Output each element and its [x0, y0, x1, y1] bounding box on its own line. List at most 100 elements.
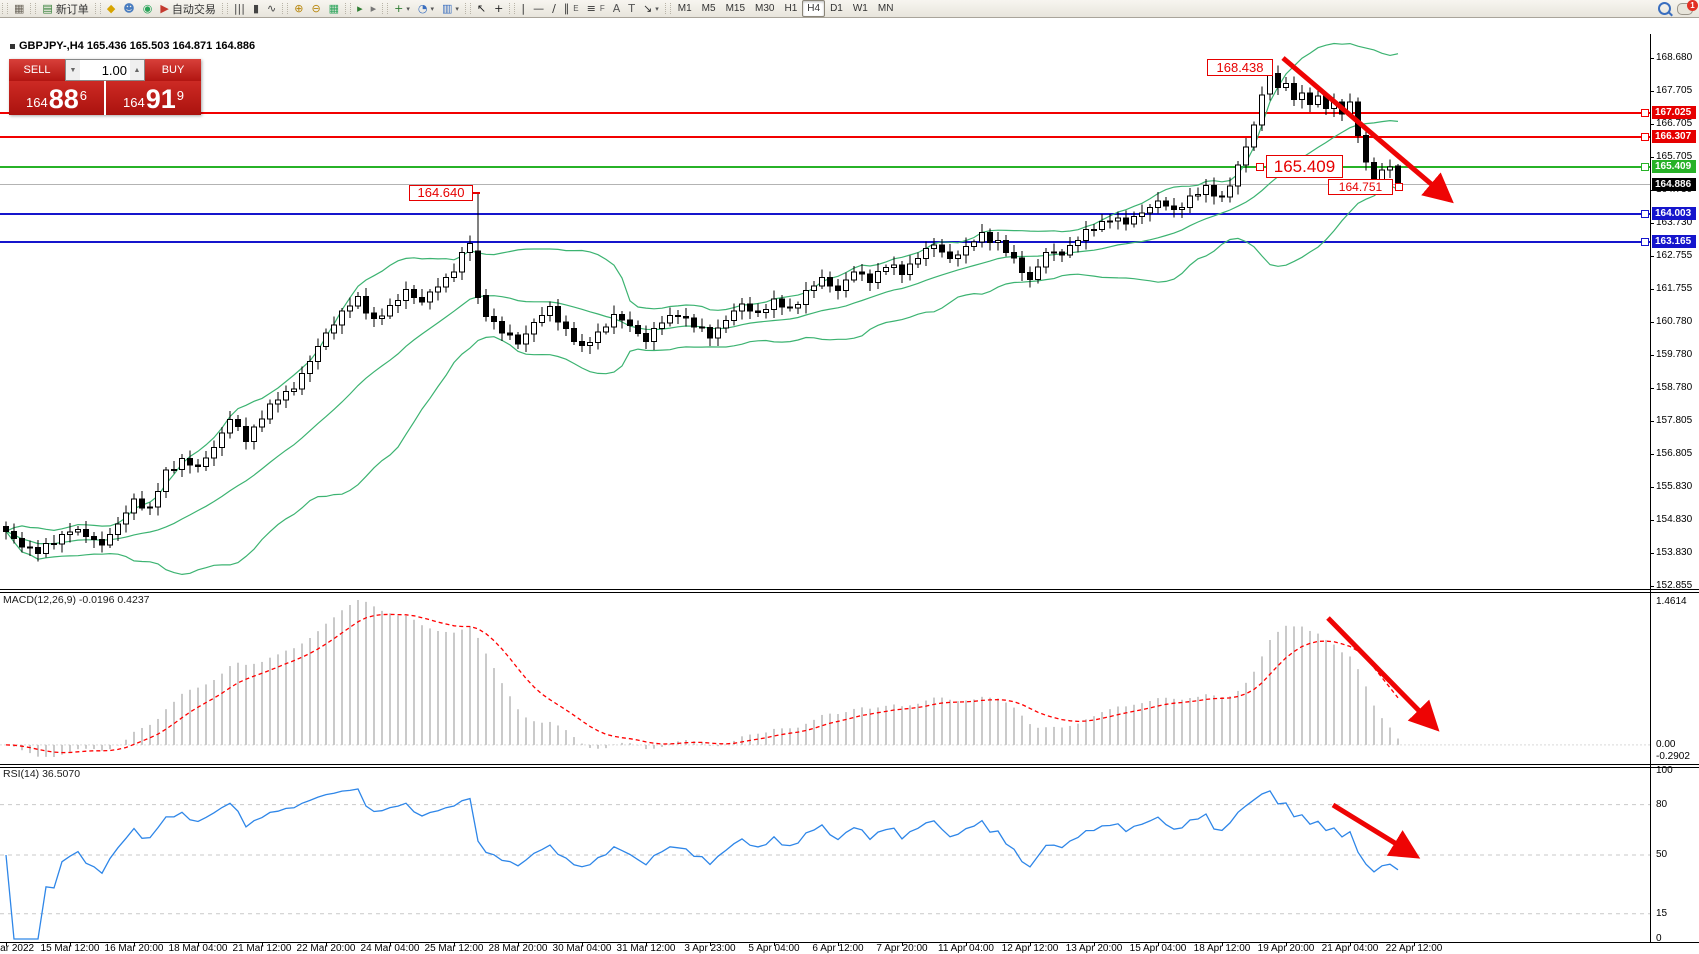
periods-menu-icon[interactable]: ◔ ▾	[414, 0, 438, 17]
candlestick-chart-icon[interactable]: ▮	[249, 0, 263, 17]
level-label-big[interactable]: 165.409	[1266, 155, 1343, 178]
annotation-anchor-handle[interactable]	[1395, 183, 1403, 191]
tile-windows-icon[interactable]: ▦	[325, 0, 343, 17]
new-order-button[interactable]: ▤ 新订单	[38, 0, 92, 17]
zoom-in-icon[interactable]: ⊕	[290, 0, 307, 17]
line-anchor-handle[interactable]	[1641, 133, 1649, 142]
auto-scroll-icon[interactable]: ▸	[353, 0, 367, 17]
price-tick-mark	[1650, 420, 1654, 422]
rsi-axis-label: 50	[1656, 849, 1668, 860]
candle	[27, 540, 33, 557]
text-icon[interactable]: A	[609, 0, 625, 17]
price-line-badge: 163.165	[1652, 234, 1696, 248]
volume-increase-button[interactable]: ▲	[130, 60, 144, 80]
horizontal-line-icon[interactable]: —	[529, 0, 548, 17]
arrows-menu-icon[interactable]: ↘ ▾	[639, 0, 663, 17]
candle	[11, 523, 17, 544]
equidistant-channel-icon-cap: E	[573, 4, 579, 13]
bollinger-band	[5, 42, 1399, 532]
buy-button[interactable]: BUY	[145, 59, 201, 81]
candle	[699, 318, 705, 332]
text-label-icon[interactable]: T	[624, 0, 639, 17]
candle	[827, 271, 833, 293]
candle	[971, 239, 977, 252]
pane-divider-macd[interactable]	[0, 589, 1699, 593]
tf-m15[interactable]: M15	[721, 0, 750, 17]
chart-window-icon[interactable]: ▦	[10, 0, 28, 17]
price-pane[interactable]	[0, 34, 1650, 589]
tf-h4[interactable]: H4	[802, 0, 826, 17]
candle	[171, 461, 177, 474]
candle	[1211, 177, 1217, 205]
candle	[179, 454, 185, 478]
zoom-out-icon[interactable]: ⊖	[307, 0, 324, 17]
autotrading-button[interactable]: ▶ 自动交易	[156, 0, 219, 17]
volume-input[interactable]	[80, 60, 130, 80]
candle	[139, 490, 145, 511]
equidistant-channel-icon[interactable]: ∥ E	[560, 0, 583, 17]
tf-mn[interactable]: MN	[873, 0, 899, 17]
fibonacci-icon[interactable]: ≡ F	[583, 0, 609, 17]
trendline-icon[interactable]: ∕	[548, 0, 560, 17]
candle	[1107, 214, 1113, 229]
candle	[43, 538, 49, 558]
annotation-anchor-handle[interactable]	[1256, 162, 1264, 171]
tf-m1[interactable]: M1	[673, 0, 697, 17]
bars-chart-icon[interactable]: |||	[230, 0, 249, 17]
volume-decrease-button[interactable]: ▼	[66, 60, 80, 80]
macd-pane[interactable]	[0, 593, 1650, 763]
buy-price[interactable]: 164 91 9	[106, 81, 201, 115]
price-line-badge: 164.886	[1652, 177, 1696, 191]
text-label-icon: T	[628, 2, 636, 15]
macd-axis-label: 1.4614	[1656, 596, 1687, 607]
tf-m5[interactable]: M5	[697, 0, 721, 17]
candle	[635, 320, 641, 337]
buy-price-prefix: 164	[123, 95, 145, 110]
chart-shift-icon[interactable]: ▸	[367, 0, 381, 17]
candle	[443, 273, 449, 293]
crosshair-icon[interactable]: +	[490, 0, 507, 17]
templates-menu-icon[interactable]: ▥ ▾	[438, 0, 463, 17]
market-signals-icon[interactable]: ◉	[139, 0, 157, 17]
sell-price[interactable]: 164 88 6	[9, 81, 104, 115]
tf-h1[interactable]: H1	[779, 0, 802, 17]
new-chart-icon[interactable]: ◆	[103, 0, 119, 17]
low-label[interactable]: 164.751	[1328, 179, 1393, 195]
line-anchor-handle[interactable]	[1641, 109, 1649, 118]
profiles-icon[interactable]: ☻	[119, 0, 138, 17]
line-anchor-handle[interactable]	[1641, 237, 1649, 246]
dropdown-caret-icon[interactable]: ▾	[455, 5, 459, 13]
chart-window[interactable]: GBPJPY-,H4 165.436 165.503 164.871 164.8…	[0, 17, 1699, 954]
vertical-line-icon[interactable]: |	[517, 0, 529, 17]
spike-high-label[interactable]: 164.640	[409, 185, 473, 201]
pane-divider-rsi[interactable]	[0, 764, 1699, 768]
tf-d1[interactable]: D1	[825, 0, 848, 17]
high-label[interactable]: 168.438	[1207, 59, 1273, 76]
sell-button[interactable]: SELL	[9, 59, 65, 81]
time-tick-label: 25 Mar 12:00	[424, 943, 484, 954]
price-tick-label: 160.780	[1656, 315, 1693, 327]
line-anchor-handle[interactable]	[1641, 163, 1649, 172]
dropdown-caret-icon[interactable]: ▾	[655, 5, 659, 13]
line-chart-icon[interactable]: ∿	[263, 0, 280, 17]
indicators-menu-icon[interactable]: + ▾	[390, 0, 414, 17]
tf-m30[interactable]: M30	[750, 0, 779, 17]
price-tick-mark	[1650, 454, 1654, 456]
price-tick-mark	[1650, 486, 1654, 488]
tf-w1[interactable]: W1	[848, 0, 873, 17]
search-icon[interactable]	[1658, 2, 1671, 15]
sell-price-pip: 6	[79, 88, 87, 103]
candle	[1003, 234, 1009, 257]
dropdown-caret-icon[interactable]: ▾	[430, 5, 434, 13]
notifications-icon[interactable]: 1	[1677, 0, 1698, 15]
candle	[1363, 127, 1369, 171]
line-anchor-handle[interactable]	[1641, 210, 1649, 219]
candle	[835, 278, 841, 300]
rsi-pane[interactable]	[0, 767, 1650, 942]
notification-badge: 1	[1687, 0, 1698, 11]
dropdown-caret-icon[interactable]: ▾	[406, 5, 410, 13]
candle	[867, 269, 873, 292]
cursor-icon[interactable]: ↖	[473, 0, 490, 17]
new-order-button: ▤	[42, 2, 53, 15]
